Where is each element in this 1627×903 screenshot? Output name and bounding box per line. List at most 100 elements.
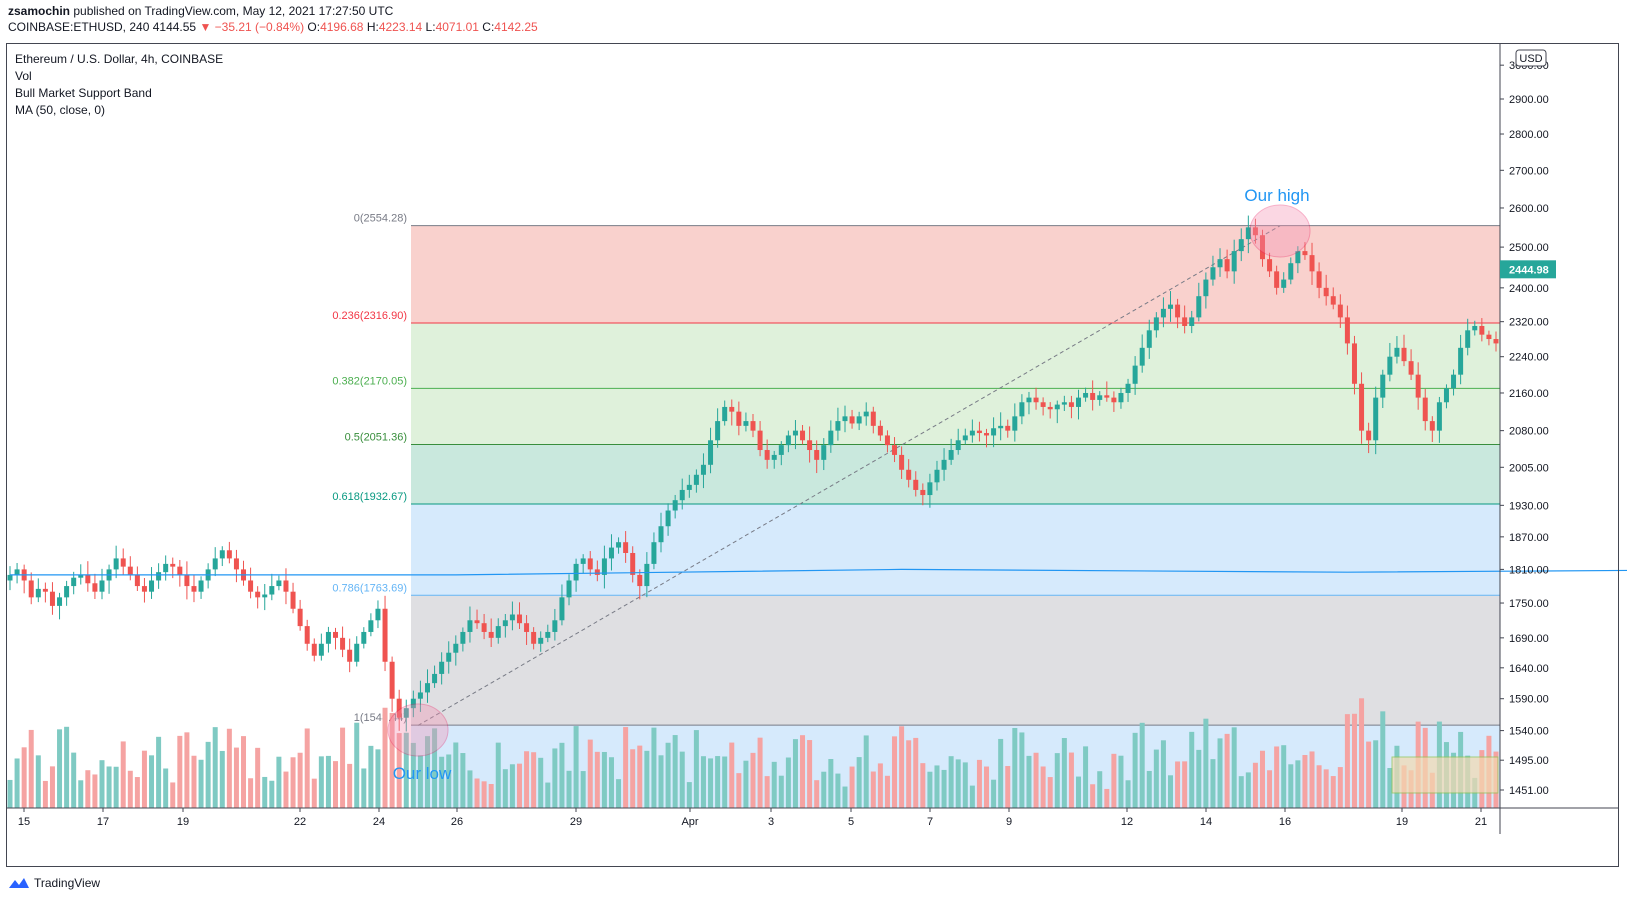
volume-bar (545, 782, 551, 808)
volume-bar (552, 748, 558, 808)
candle-body (1486, 334, 1492, 340)
open-label: O: (307, 20, 321, 34)
volume-bar (601, 751, 607, 808)
candle-body (35, 588, 41, 598)
volume-bar (686, 782, 692, 808)
volume-bar (524, 751, 530, 808)
fib-label-0: 0(2554.28) (354, 213, 407, 225)
volume-bar (439, 756, 445, 808)
brand-name: TradingView (34, 876, 101, 890)
volume-bar (1309, 751, 1315, 808)
volume-bar (785, 757, 791, 808)
candle-body (219, 550, 225, 559)
x-tick-label: 15 (18, 816, 30, 828)
volume-bar (1323, 769, 1329, 808)
candle-body (1252, 227, 1258, 236)
candle-body (460, 631, 466, 644)
low-value: 4071.01 (435, 20, 479, 34)
volume-bar (1259, 750, 1265, 808)
y-tick-label: 2600.00 (1509, 203, 1549, 215)
fib-label-0.5: 0.5(2051.36) (345, 431, 407, 443)
volume-bar (1351, 713, 1357, 808)
y-tick-label: 2800.00 (1509, 129, 1549, 141)
candle-body (283, 580, 289, 592)
candle-body (1267, 259, 1273, 272)
fib-zone-5 (411, 595, 1500, 726)
volume-bar (899, 726, 905, 808)
legend-item-vol[interactable]: Vol (15, 69, 32, 83)
volume-bar (141, 750, 147, 808)
volume-bar (1245, 772, 1251, 808)
y-tick-label: 2500.00 (1509, 242, 1549, 254)
candle-body (14, 569, 20, 575)
volume-bar (708, 758, 714, 808)
candle-body (233, 558, 239, 570)
volume-bar (481, 781, 487, 808)
volume-bar (1097, 771, 1103, 808)
volume-bar (219, 750, 225, 808)
volume-bar (658, 755, 664, 808)
publish-text: published on TradingView.com, May 12, 20… (73, 4, 394, 18)
volume-bar (1238, 776, 1244, 808)
volume-bar (863, 735, 869, 808)
currency-tag-box (1515, 49, 1547, 67)
volume-bar (1167, 775, 1173, 808)
volume-bar (1054, 753, 1060, 808)
volume-bar (729, 742, 735, 808)
volume-bar (1373, 740, 1379, 808)
tradingview-logo[interactable]: TradingView (8, 876, 100, 890)
volume-bar (1344, 714, 1350, 808)
volume-bar (792, 739, 798, 808)
y-tick-label: 2080.00 (1509, 426, 1549, 438)
legend-title[interactable]: Ethereum / U.S. Dollar, 4h, COINBASE (15, 52, 224, 66)
author-name[interactable]: zsamochin (8, 4, 71, 18)
candle-body (1302, 251, 1308, 256)
candle-body (856, 416, 862, 424)
candle-body (368, 620, 374, 632)
y-tick-label: 2400.00 (1509, 283, 1549, 295)
candle-body (1309, 255, 1315, 272)
y-tick-label: 1750.00 (1509, 598, 1549, 610)
high-value: 4223.14 (378, 20, 423, 34)
candle-body (1408, 361, 1414, 375)
candle-body (1443, 388, 1449, 403)
volume-bar (531, 752, 537, 808)
volume-bar (120, 741, 126, 808)
volume-bar (877, 763, 883, 808)
x-tick-label: 29 (570, 816, 582, 828)
fib-label-0.236: 0.236(2316.90) (332, 310, 407, 322)
candle-body (1068, 402, 1074, 407)
candle-body (1479, 325, 1485, 335)
volume-bar (424, 736, 430, 808)
volume-bar (1111, 753, 1117, 808)
volume-bar (495, 742, 501, 808)
candle-body (1196, 296, 1202, 318)
candle-body (566, 580, 572, 598)
volume-bar (594, 751, 600, 808)
candle-body (502, 620, 508, 627)
bull-band-box (1391, 756, 1499, 794)
legend-item-ma[interactable]: MA (50, close, 0) (15, 103, 106, 117)
candle-body (658, 526, 664, 543)
candle-body (863, 411, 869, 417)
candle-body (1288, 263, 1294, 280)
candle-body (1458, 347, 1464, 375)
candle-body (1182, 317, 1188, 326)
candle-body (269, 586, 275, 595)
price-change: ▼ −35.21 (−0.84%) (199, 20, 305, 34)
candle-body (524, 623, 530, 632)
candle-body (715, 421, 721, 441)
volume-bar (984, 766, 990, 808)
candle-body (736, 411, 742, 426)
candle-body (488, 631, 494, 638)
candle-body (64, 586, 70, 598)
candle-body (729, 406, 735, 412)
candle-body (1245, 227, 1251, 240)
legend-item-bull-band[interactable]: Bull Market Support Band (15, 86, 152, 100)
candle-body (49, 591, 55, 606)
candle-body (1090, 392, 1096, 400)
low-label: L: (425, 20, 436, 34)
candle-body (42, 588, 48, 592)
volume-bar (354, 722, 360, 808)
